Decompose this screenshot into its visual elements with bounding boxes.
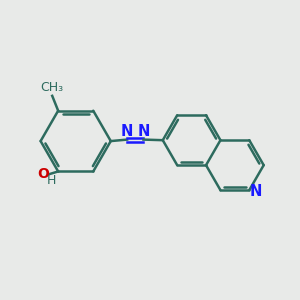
Text: N: N [137,124,150,139]
Text: CH₃: CH₃ [40,81,63,94]
Text: O: O [38,167,49,182]
Text: H: H [46,174,56,187]
Text: N: N [250,184,262,199]
Text: N: N [121,124,133,139]
